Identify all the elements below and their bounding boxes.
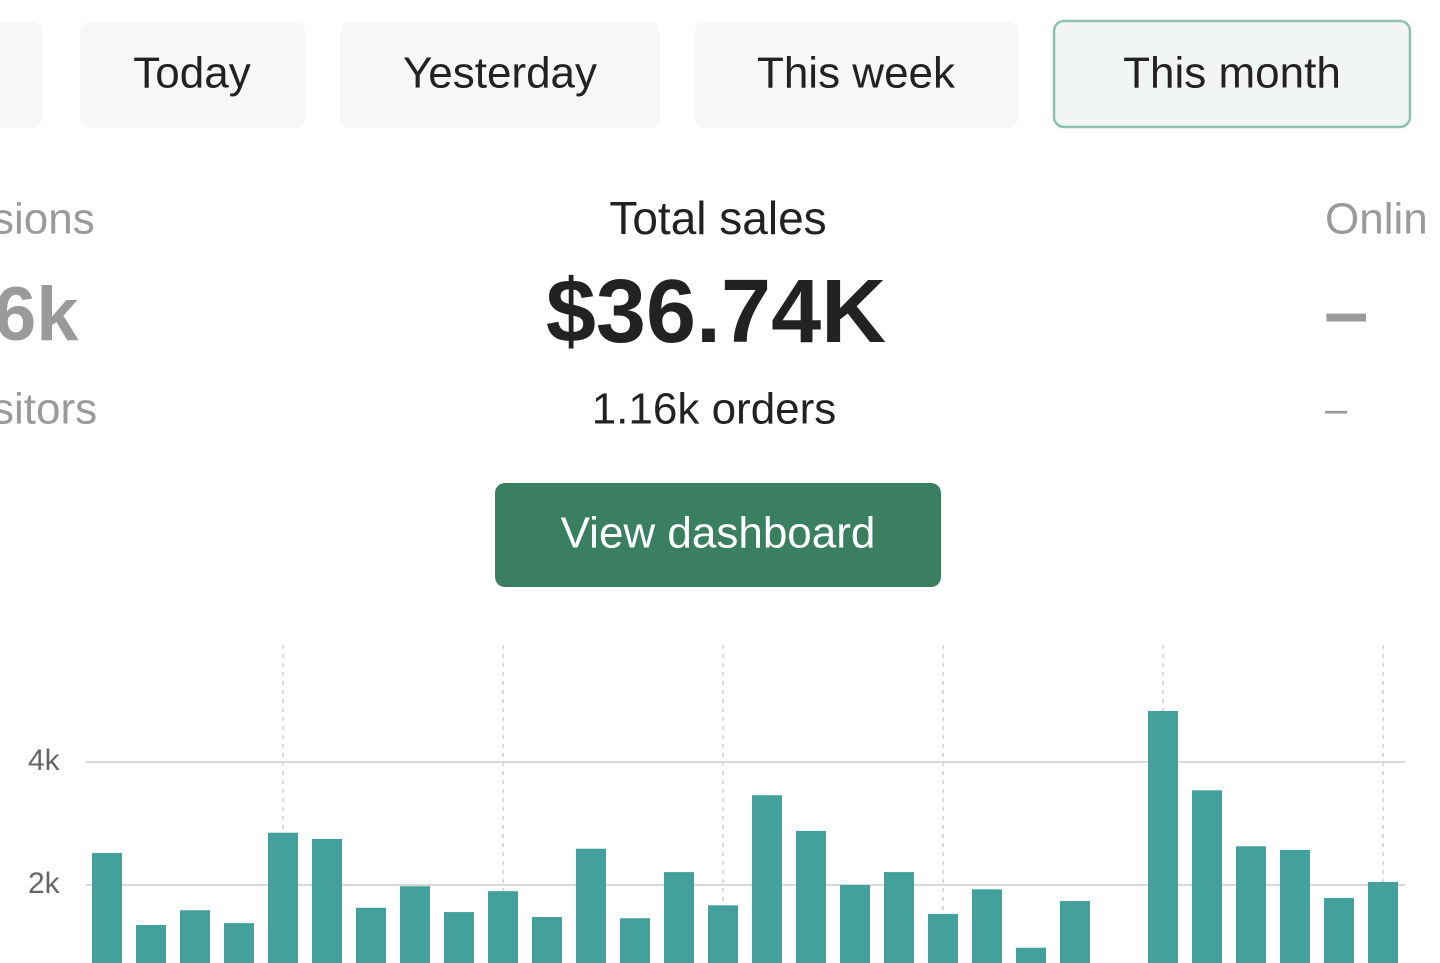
- tab-label[interactable]: This week: [757, 49, 956, 98]
- bar: [136, 924, 166, 963]
- bar: [532, 916, 562, 963]
- bar: [1016, 947, 1046, 963]
- bar: [576, 848, 606, 963]
- metric-sublabel: –: [1325, 388, 1348, 432]
- button-label[interactable]: View dashboard: [561, 509, 876, 558]
- metric-value: $36.74K: [546, 262, 886, 362]
- metric-label: Onlin: [1325, 195, 1428, 244]
- bar: [708, 905, 738, 963]
- bar: [92, 853, 122, 963]
- bar: [268, 832, 298, 963]
- bar: [664, 872, 694, 963]
- bar: [356, 907, 386, 963]
- metric-label: Total sales: [609, 192, 826, 244]
- bar: [224, 923, 254, 963]
- view-dashboard-button[interactable]: [495, 483, 941, 587]
- bar: [1236, 846, 1266, 963]
- bar: [1148, 710, 1178, 963]
- metric-value: –: [1324, 267, 1369, 356]
- bar: [1060, 900, 1090, 963]
- bar: [1324, 897, 1354, 963]
- bar: [796, 830, 826, 963]
- metric-label: sions: [0, 195, 95, 244]
- tab-selected[interactable]: [1052, 19, 1412, 129]
- bar: [312, 838, 342, 963]
- bar: [400, 886, 430, 963]
- bar: [1192, 790, 1222, 963]
- tab-label[interactable]: This month: [1123, 49, 1341, 98]
- bar: [488, 891, 518, 963]
- tab-partial[interactable]: [0, 22, 42, 128]
- y-tick-label: 2k: [28, 867, 61, 900]
- metric-sublabel: sitors: [0, 385, 97, 434]
- bar: [884, 872, 914, 963]
- bar: [620, 918, 650, 963]
- y-tick-label: 4k: [28, 744, 61, 777]
- bar: [1368, 881, 1398, 963]
- metric-value: 6k: [0, 272, 79, 357]
- bar: [752, 795, 782, 963]
- bar: [444, 912, 474, 963]
- tab[interactable]: [695, 22, 1018, 128]
- metric-sublabel: 1.16k orders: [592, 385, 837, 434]
- tab[interactable]: [80, 22, 305, 128]
- bar: [180, 910, 210, 963]
- sales-chart: 2k 4k: [28, 645, 1405, 963]
- bar: [928, 913, 958, 963]
- bar: [972, 889, 1002, 963]
- bar: [840, 885, 870, 963]
- bar: [1280, 849, 1310, 963]
- tab-label[interactable]: Today: [133, 49, 250, 98]
- tab[interactable]: [340, 22, 660, 128]
- tab-label[interactable]: Yesterday: [403, 49, 597, 98]
